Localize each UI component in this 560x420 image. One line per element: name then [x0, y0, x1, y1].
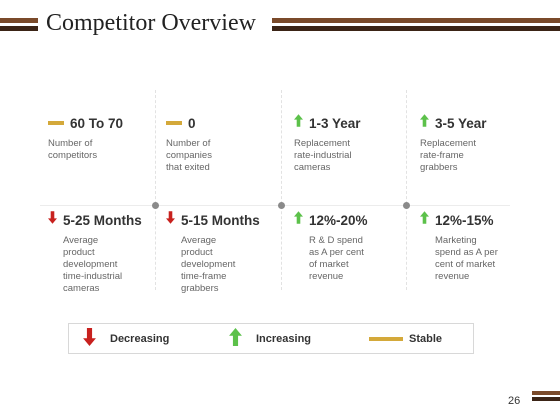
- metric-description: Replacement rate-industrial cameras: [294, 138, 352, 173]
- metric-value: 5-15 Months: [181, 212, 260, 228]
- arrow-down-icon: [83, 328, 96, 349]
- metric-value: 12%-15%: [435, 212, 494, 228]
- metric-card: 1-3 Year Replacement rate-industrial camer…: [294, 114, 412, 174]
- stable-icon: [166, 121, 182, 125]
- metric-card: 5-15 Months Average product development tim…: [166, 211, 284, 295]
- metric-description: Average product development time-industrial…: [63, 235, 123, 294]
- column-divider: [281, 90, 282, 290]
- legend-label: Stable: [409, 332, 443, 345]
- arrow-up-icon: [420, 114, 429, 132]
- divider-dot: [403, 202, 410, 209]
- metric-card: 3-5 Year Replacement rate-frame grabbers: [420, 114, 538, 174]
- metric-card: 5-25 Months Average product development tim…: [48, 211, 166, 295]
- metric-description: Replacement rate-frame grabbers: [420, 138, 476, 173]
- metric-description: Number of competitors: [48, 138, 98, 161]
- metric-value: 60 To 70: [70, 115, 124, 131]
- metric-value: 0: [188, 115, 196, 131]
- stable-icon: [369, 336, 403, 341]
- arrow-down-icon: [166, 211, 175, 229]
- legend-stable: Stable: [369, 333, 442, 345]
- metric-value: 5-25 Months: [63, 212, 142, 228]
- arrow-up-icon: [294, 114, 303, 132]
- legend-decreasing: Decreasing: [83, 328, 169, 349]
- divider-dot: [152, 202, 159, 209]
- column-divider: [406, 90, 407, 290]
- metric-description: R & D spend as A per cent of market revenue: [309, 235, 364, 282]
- footer-decor: [532, 391, 560, 401]
- legend-label: Increasing: [256, 332, 312, 345]
- divider-dot: [278, 202, 285, 209]
- metric-description: Marketing spend as A per cent of market rev…: [435, 235, 498, 282]
- column-divider: [155, 90, 156, 290]
- arrow-down-icon: [48, 211, 57, 229]
- header-decor-right: [272, 18, 560, 31]
- legend-increasing: Increasing: [229, 328, 311, 349]
- metric-value: 1-3 Year: [309, 115, 361, 131]
- metric-value: 3-5 Year: [435, 115, 487, 131]
- arrow-up-icon: [229, 328, 242, 349]
- metric-card: 12%-15% Marketing spend as A per cent of m…: [420, 211, 538, 283]
- header-decor-left: [0, 18, 38, 31]
- metric-card: 12%-20% R & D spend as A per cent of marke…: [294, 211, 412, 283]
- metric-description: Number of companies that exited: [166, 138, 212, 173]
- metric-value: 12%-20%: [309, 212, 368, 228]
- row-divider: [40, 205, 510, 206]
- page-title: Competitor Overview: [46, 10, 256, 36]
- arrow-up-icon: [294, 211, 303, 229]
- page-number: 26: [508, 395, 521, 407]
- arrow-up-icon: [420, 211, 429, 229]
- legend-label: Decreasing: [110, 332, 170, 345]
- metric-description: Average product development time-frame grabb…: [181, 235, 236, 294]
- stable-icon: [48, 121, 64, 125]
- metric-card: 0 Number of companies that exited: [166, 114, 284, 174]
- metric-card: 60 To 70 Number of competitors: [48, 114, 166, 162]
- legend: Decreasing Increasing Stable: [68, 323, 474, 354]
